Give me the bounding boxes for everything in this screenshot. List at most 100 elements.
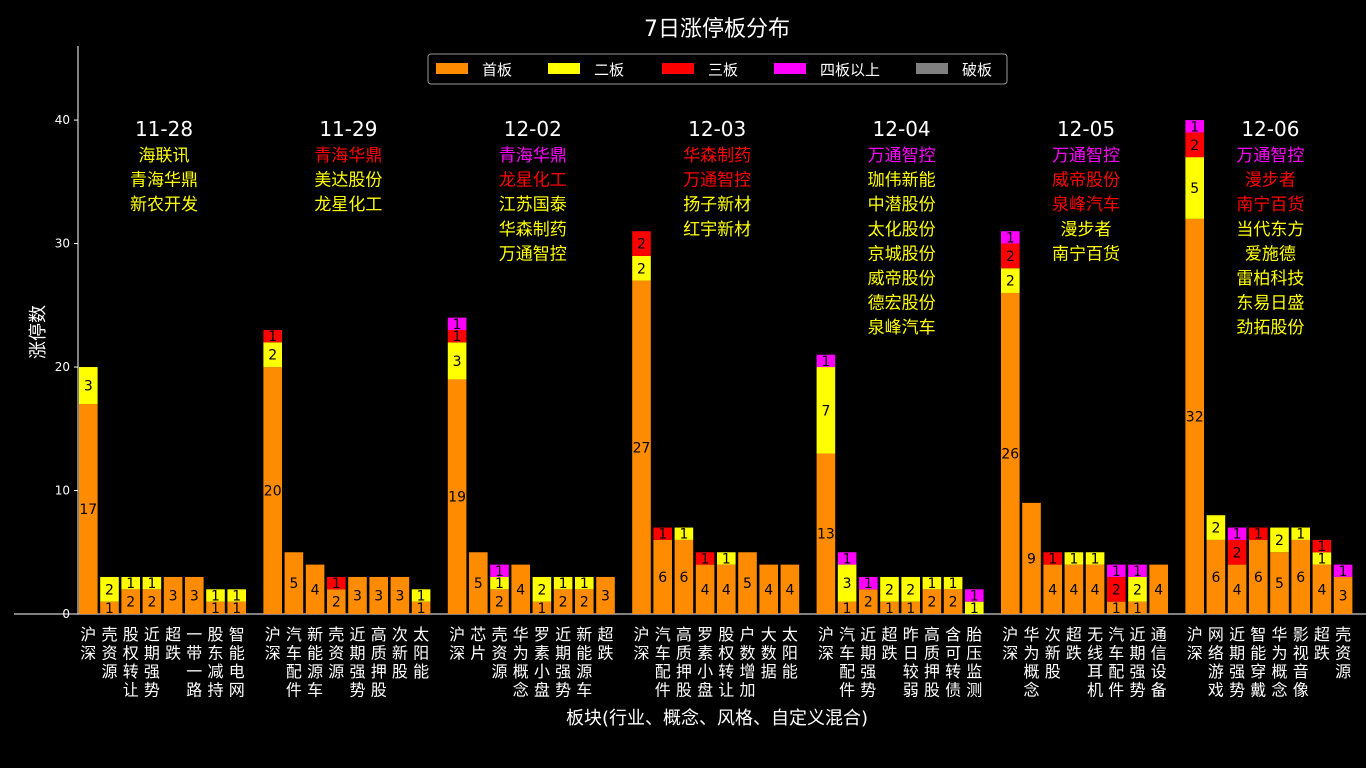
bar-value-label: 1 (211, 588, 220, 604)
category-label: 股东减持 (207, 625, 223, 700)
stock-name: 中潜股份 (868, 195, 936, 215)
bar-segment (263, 367, 282, 614)
bar-segment (348, 576, 367, 614)
stock-name: 美达股份 (314, 171, 382, 191)
bar-value-label: 1 (679, 527, 688, 543)
bar-segment (1085, 564, 1105, 614)
bar-segment (943, 589, 963, 614)
bar-segment (880, 601, 899, 614)
category-label: 沪深 (1187, 625, 1203, 663)
bar-segment (596, 576, 615, 614)
bar-value-label: 2 (147, 595, 156, 611)
y-tick-label: 40 (55, 113, 70, 127)
bar-segment (284, 552, 304, 614)
bar-segment (901, 576, 920, 602)
bar-value-label: 2 (927, 595, 936, 611)
bar-value-label: 2 (637, 237, 646, 253)
stock-name: 威帝股份 (1052, 171, 1120, 191)
stock-name: 泉峰汽车 (868, 318, 936, 338)
bar-value-label: 1 (105, 601, 114, 617)
category-label: 新能源车 (307, 625, 323, 700)
bar-segment (121, 589, 140, 614)
bar-segment (469, 552, 488, 614)
bar-value-label: 1 (843, 551, 852, 567)
bar-value-label: 1 (970, 588, 979, 604)
category-label: 汽车配件 (286, 625, 302, 700)
bar-segment (1291, 539, 1310, 614)
category-label: 近期强势 (144, 625, 160, 700)
bar-segment (327, 589, 346, 614)
bar-segment (816, 367, 836, 454)
bar-segment (227, 601, 246, 614)
bar-value-label: 3 (601, 588, 610, 604)
bar-segment (1206, 539, 1226, 614)
y-tick-label: 0 (62, 607, 70, 621)
category-label: 近期强势 (1129, 625, 1145, 700)
bar-segment (759, 564, 778, 614)
category-label: 沪深 (265, 625, 281, 663)
bar-value-label: 1 (1069, 551, 1078, 567)
bar-value-label: 2 (580, 595, 589, 611)
bar-value-label: 1 (580, 576, 589, 592)
bar-value-label: 20 (264, 484, 282, 500)
bar-value-label: 4 (1154, 582, 1163, 598)
bar-segment (1249, 527, 1268, 540)
bar-value-label: 3 (169, 588, 178, 604)
bar-value-label: 1 (1112, 564, 1121, 580)
bar-segment (511, 564, 530, 614)
bar-value-label: 1 (821, 354, 830, 370)
bar-segment (100, 576, 119, 602)
bar-segment (490, 589, 509, 614)
bar-segment (447, 342, 467, 380)
bar-segment (490, 564, 509, 577)
category-label: 户数增加 (739, 625, 755, 700)
stock-name: 万通智控 (683, 171, 751, 191)
stock-name: 江苏国泰 (499, 195, 567, 215)
bar-segment (1227, 564, 1247, 614)
day-date-label: 12-05 (1057, 117, 1115, 141)
bar-segment (922, 589, 942, 614)
bar-segment (553, 576, 573, 590)
bar-value-label: 4 (311, 582, 320, 598)
stock-name: 龙星化工 (314, 195, 382, 215)
bar-value-label: 2 (1006, 249, 1015, 265)
bar-value-label: 5 (289, 576, 298, 592)
category-label: 壳资源 (1335, 625, 1351, 681)
bar-value-label: 2 (637, 261, 646, 277)
bar-value-label: 17 (79, 502, 97, 518)
bar-segment (100, 601, 119, 614)
bar-segment (305, 564, 325, 614)
bar-value-label: 4 (1091, 582, 1100, 598)
bar-value-label: 4 (1069, 582, 1078, 598)
bar-value-label: 1 (1317, 551, 1326, 567)
category-label: 壳资源 (101, 625, 117, 681)
bar-segment (717, 552, 736, 565)
bar-value-label: 1 (1190, 119, 1199, 135)
bar-value-label: 1 (1317, 539, 1326, 555)
bar-segment (447, 330, 467, 343)
bar-segment (653, 539, 672, 614)
bar-segment (1022, 502, 1041, 614)
bar-value-label: 7 (821, 403, 830, 419)
stock-name: 南宁百货 (1052, 244, 1120, 264)
day-date-label: 12-04 (873, 117, 931, 141)
bar-value-label: 2 (1006, 274, 1015, 290)
bar-value-label: 3 (190, 588, 199, 604)
bar-value-label: 1 (147, 576, 156, 592)
bar-value-label: 1 (722, 551, 731, 567)
day-date-label: 12-02 (504, 117, 562, 141)
bar-segment (553, 589, 573, 614)
stock-name: 太化股份 (868, 220, 936, 240)
bar-segment (447, 317, 467, 330)
bar-value-label: 1 (843, 601, 852, 617)
bar-segment (575, 576, 594, 590)
bar-segment (859, 576, 878, 590)
y-axis-label: 涨停数 (28, 305, 49, 359)
category-label: 华为概念 (1023, 625, 1039, 700)
bar-value-label: 9 (1027, 551, 1036, 567)
stock-name: 漫步者 (1245, 171, 1296, 191)
bar-segment (738, 552, 757, 614)
bar-value-label: 3 (1339, 588, 1348, 604)
bar-value-label: 2 (906, 582, 915, 598)
